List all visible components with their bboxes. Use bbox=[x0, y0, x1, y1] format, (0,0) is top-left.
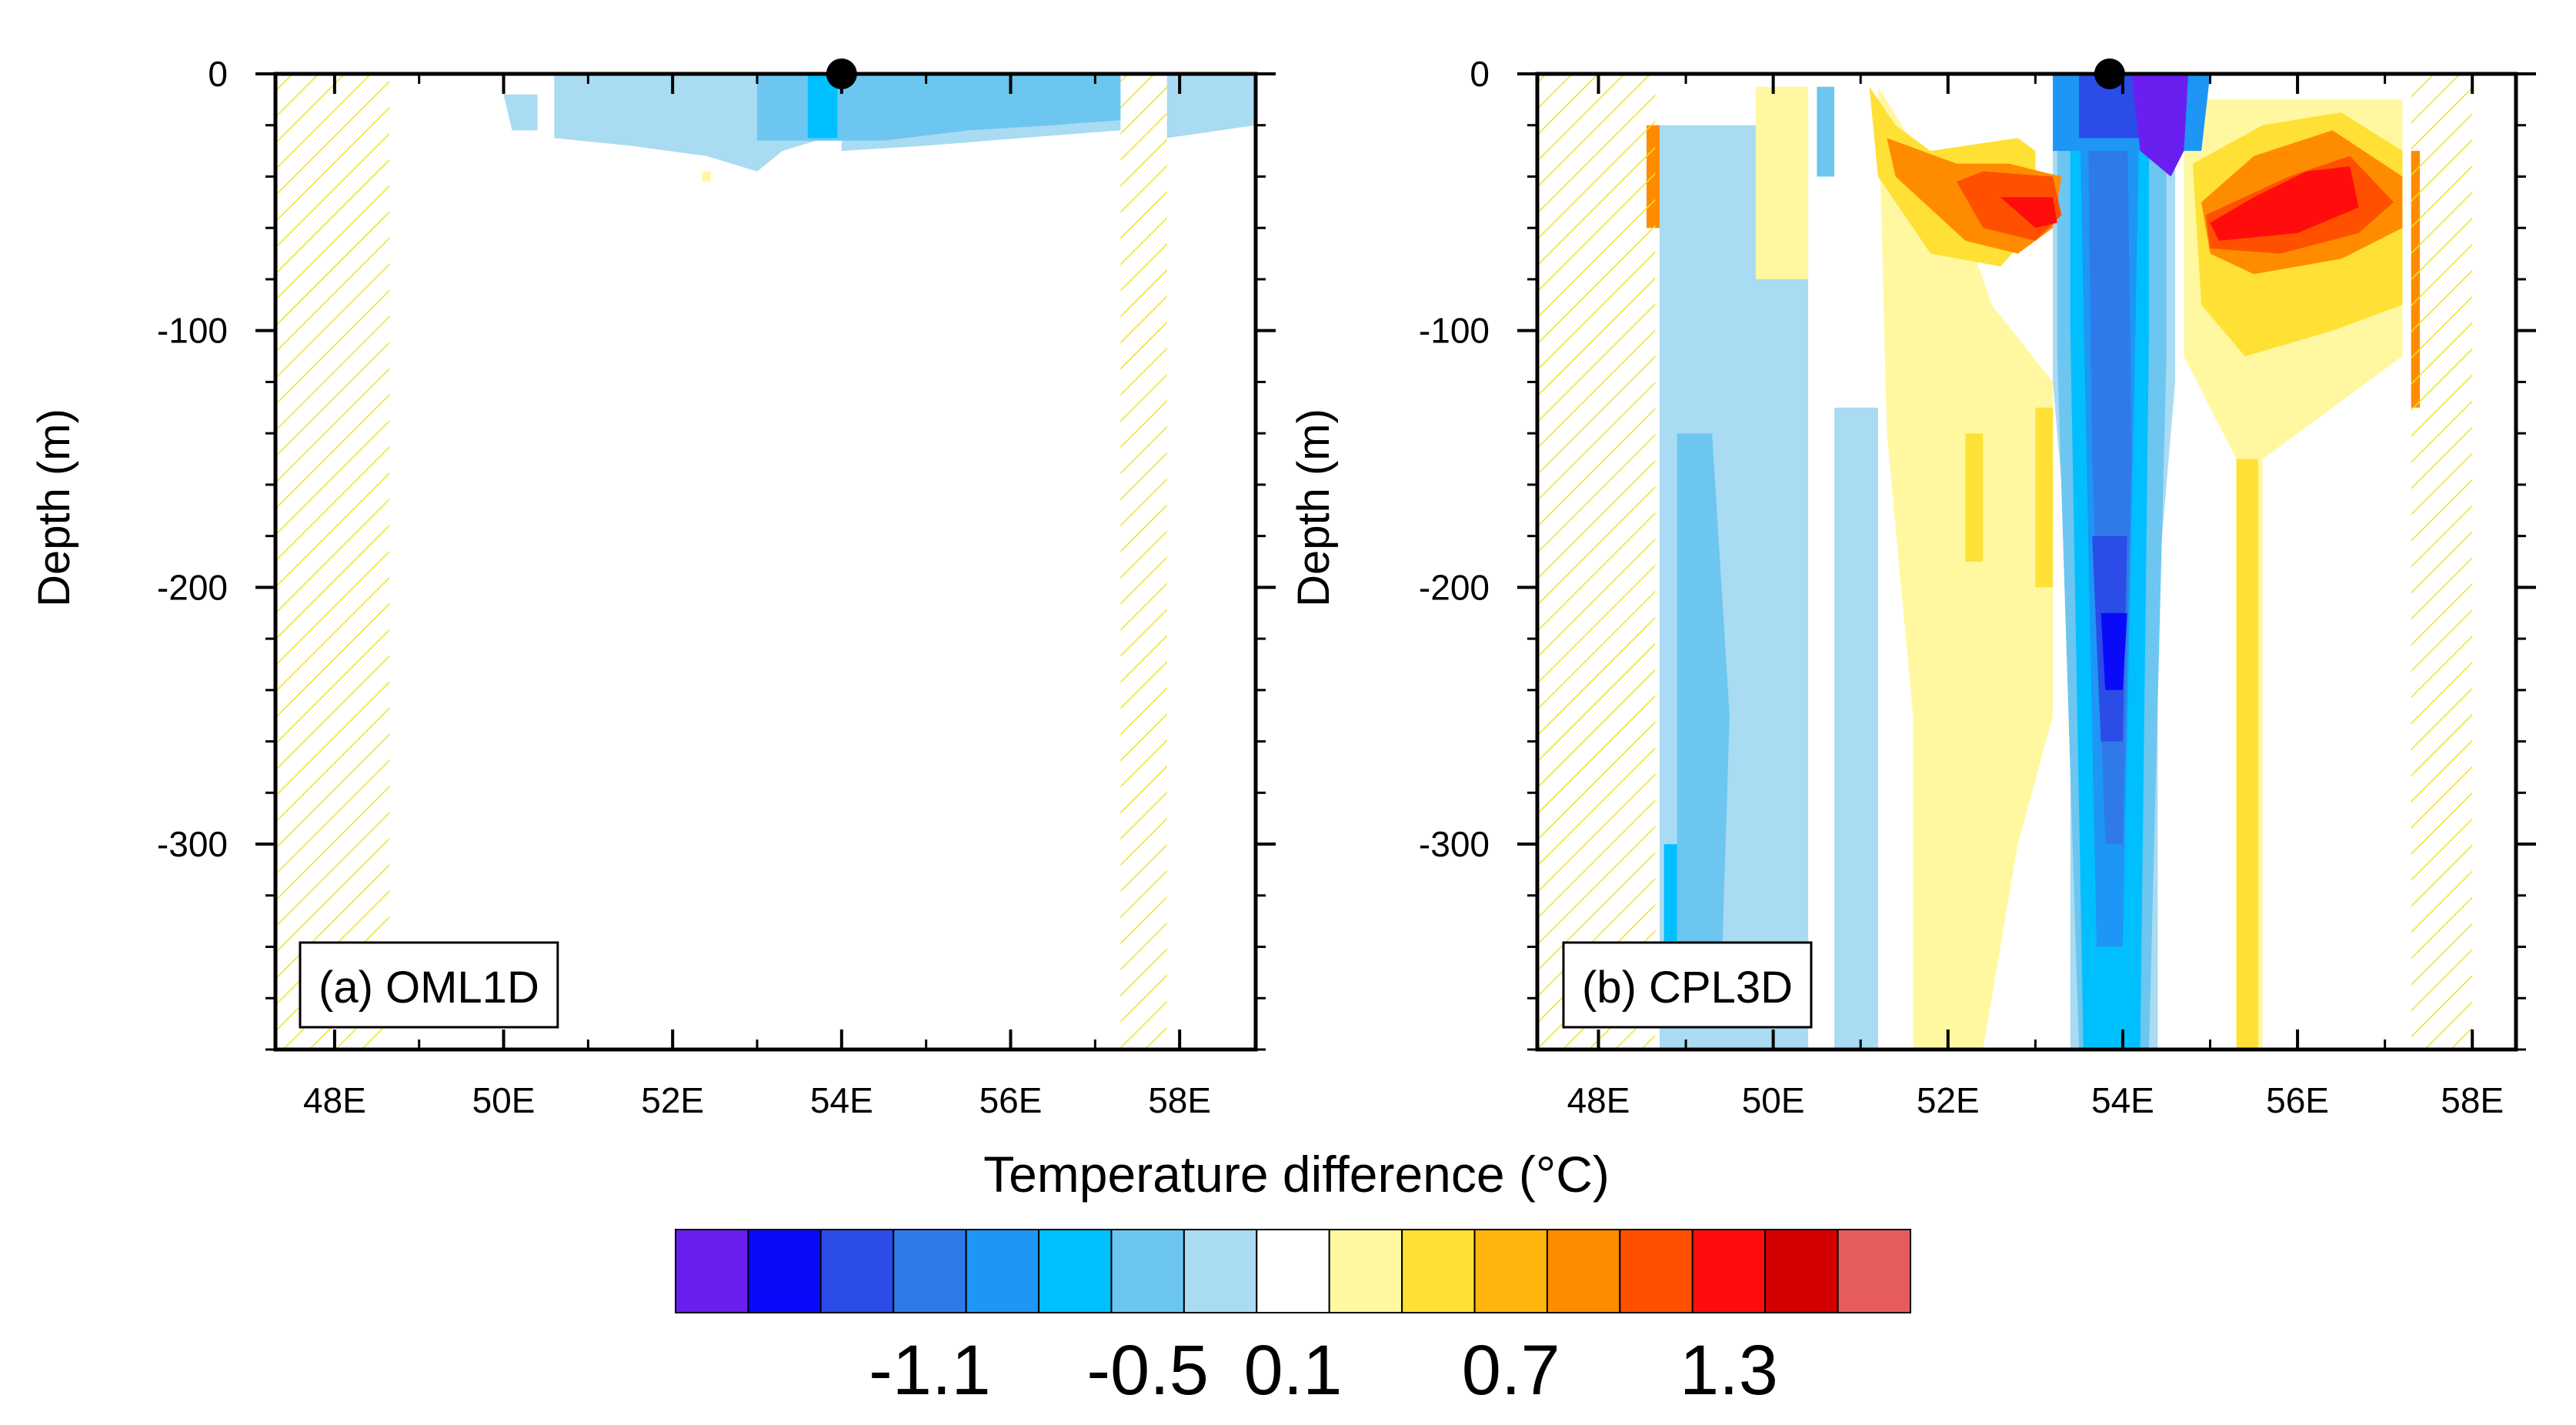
location-dot bbox=[826, 58, 857, 89]
x-tick-label: 58E bbox=[1148, 1080, 1211, 1120]
y-axis-label: Depth (m) bbox=[1289, 409, 1339, 607]
contour-region bbox=[2101, 612, 2127, 690]
plot-frame bbox=[1535, 72, 2518, 1052]
panel-cpl3d: 48E 50E 52E 54E 56E 58E 0 -100 -200 -300 Depth (m… bbox=[1289, 54, 2536, 1120]
y-tick-label: 0 bbox=[1470, 54, 1490, 94]
colorbar-cell bbox=[1837, 1229, 1911, 1313]
colorbar-cell bbox=[1110, 1229, 1185, 1313]
land-hatch-region bbox=[1537, 74, 1656, 1050]
location-marker bbox=[826, 58, 857, 89]
panel-label: (b) CPL3D bbox=[1582, 963, 1793, 1013]
axes bbox=[273, 72, 1258, 1052]
land-hatch-region bbox=[2411, 74, 2473, 1050]
contour-region bbox=[1965, 433, 1984, 562]
x-tick-label: 54E bbox=[810, 1080, 873, 1120]
y-tick-label: -100 bbox=[1419, 311, 1490, 351]
contour-region bbox=[2236, 459, 2258, 1050]
colorbar-cell bbox=[819, 1229, 895, 1313]
x-tick-label: 50E bbox=[472, 1080, 536, 1120]
x-tick-label: 58E bbox=[2441, 1080, 2504, 1120]
colorbar-cell bbox=[893, 1229, 967, 1313]
colorbar-tick-label: 1.3 bbox=[1680, 1331, 1778, 1410]
contour-fields bbox=[1647, 74, 2421, 1050]
colorbar-tick-label: 0.7 bbox=[1462, 1331, 1560, 1410]
panel-oml1d: 48E 50E 52E 54E 56E 58E 0 -100 -200 -300 Depth (m… bbox=[29, 54, 1276, 1120]
location-marker bbox=[2094, 58, 2125, 89]
axes bbox=[1535, 72, 2518, 1052]
contour-region bbox=[702, 171, 711, 182]
colorbar-cell bbox=[1546, 1229, 1621, 1313]
land-hatch bbox=[1537, 74, 2473, 1050]
colorbar-title: Temperature difference (°C) bbox=[983, 1146, 1610, 1203]
contour-region bbox=[757, 74, 1121, 141]
land-hatch bbox=[275, 74, 1167, 1050]
colorbar-tick-label: -0.5 bbox=[1086, 1331, 1209, 1410]
contour-region bbox=[1677, 433, 1730, 999]
y-tick-label: -200 bbox=[1419, 567, 1490, 607]
colorbar-cell bbox=[1764, 1229, 1839, 1313]
contour-region bbox=[503, 94, 538, 131]
colorbar-cell bbox=[1473, 1229, 1548, 1313]
y-axis-label: Depth (m) bbox=[29, 409, 79, 607]
colorbar-cell bbox=[675, 1229, 749, 1313]
tick-marks: 48E 50E 52E 54E 56E 58E 0 -100 -200 -300 bbox=[1419, 54, 2536, 1120]
x-tick-label: 48E bbox=[303, 1080, 366, 1120]
contour-region bbox=[2210, 166, 2359, 241]
x-tick-label: 56E bbox=[2266, 1080, 2329, 1120]
y-tick-label: -200 bbox=[157, 567, 228, 607]
contour-region bbox=[1834, 407, 1878, 1050]
colorbar-cell bbox=[1401, 1229, 1476, 1313]
colorbar-cell bbox=[1619, 1229, 1693, 1313]
contour-region bbox=[2079, 74, 2149, 138]
contour-region bbox=[1817, 86, 1835, 177]
tick-marks: 48E 50E 52E 54E 56E 58E 0 -100 -200 -300 bbox=[157, 54, 1276, 1120]
contour-region bbox=[2131, 74, 2189, 177]
location-dot bbox=[2094, 58, 2125, 89]
y-tick-label: -300 bbox=[157, 824, 228, 864]
colorbar-tick-label: -1.1 bbox=[869, 1331, 991, 1410]
colorbar-cell bbox=[1328, 1229, 1403, 1313]
plot-frame bbox=[273, 72, 1258, 1052]
contour-region bbox=[807, 74, 838, 138]
panel-label: (a) OML1D bbox=[319, 963, 539, 1013]
x-tick-label: 54E bbox=[2091, 1080, 2154, 1120]
x-tick-label: 52E bbox=[1917, 1080, 1980, 1120]
contour-region bbox=[2035, 407, 2054, 588]
land-hatch-region bbox=[1120, 74, 1167, 1050]
colorbar-cell bbox=[965, 1229, 1040, 1313]
contour-fields bbox=[503, 74, 1256, 182]
land-hatch-region bbox=[275, 74, 390, 1050]
x-tick-label: 56E bbox=[979, 1080, 1043, 1120]
colorbar: -1.1 -0.5 0.1 0.7 1.3 bbox=[675, 1229, 1911, 1410]
y-tick-label: -100 bbox=[157, 311, 228, 351]
x-tick-label: 50E bbox=[1742, 1080, 1805, 1120]
contour-region bbox=[1755, 86, 1809, 279]
y-tick-label: -300 bbox=[1419, 824, 1490, 864]
contour-region bbox=[1877, 86, 2054, 1050]
panel-label-box: (a) OML1D bbox=[299, 941, 559, 1029]
colorbar-cells bbox=[675, 1229, 1911, 1313]
colorbar-cell bbox=[1256, 1229, 1330, 1313]
x-tick-label: 48E bbox=[1567, 1080, 1630, 1120]
y-tick-label: 0 bbox=[208, 54, 228, 94]
colorbar-cell bbox=[747, 1229, 822, 1313]
x-tick-label: 52E bbox=[641, 1080, 704, 1120]
colorbar-cell bbox=[1038, 1229, 1113, 1313]
colorbar-tick-labels: -1.1 -0.5 0.1 0.7 1.3 bbox=[869, 1331, 1778, 1410]
colorbar-tick-label: 0.1 bbox=[1244, 1331, 1343, 1410]
contour-region bbox=[2000, 197, 2057, 229]
contour-region bbox=[1166, 74, 1256, 138]
colorbar-cell bbox=[1183, 1229, 1258, 1313]
panel-label-box: (b) CPL3D bbox=[1562, 941, 1813, 1029]
colorbar-cell bbox=[1691, 1229, 1767, 1313]
